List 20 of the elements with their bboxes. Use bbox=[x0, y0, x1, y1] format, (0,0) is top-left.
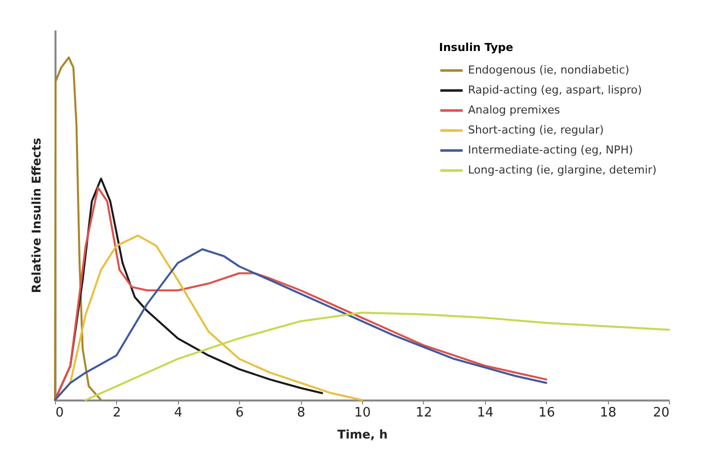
x-axis-title: Time, h bbox=[337, 428, 388, 442]
x-tick-label: 0 bbox=[56, 406, 64, 420]
x-tick-label: 20 bbox=[652, 406, 670, 420]
x-tick-label: 12 bbox=[416, 406, 432, 420]
legend-label: Long-acting (ie, glargine, detemir) bbox=[468, 164, 657, 176]
x-tick-label: 4 bbox=[174, 406, 182, 420]
x-tick-label: 8 bbox=[296, 406, 306, 420]
legend-label: Analog premixes bbox=[468, 104, 560, 116]
x-tick-label: 6 bbox=[236, 406, 244, 420]
y-axis-title: Relative Insulin Effects bbox=[30, 138, 44, 294]
x-tick-label: 16 bbox=[538, 406, 555, 420]
legend-label: Rapid-acting (eg, aspart, lispro) bbox=[468, 84, 642, 96]
legend-title: Insulin Type bbox=[439, 41, 514, 54]
legend-label: Endogenous (ie, nondiabetic) bbox=[468, 64, 630, 76]
x-tick-label: 2 bbox=[112, 406, 122, 420]
legend-label: Intermediate-acting (eg, NPH) bbox=[468, 144, 634, 156]
x-tick-label: 14 bbox=[477, 406, 494, 420]
legend-label: Short-acting (ie, regular) bbox=[468, 124, 604, 136]
x-tick-label: 18 bbox=[600, 406, 616, 420]
x-tick-label: 10 bbox=[354, 406, 371, 420]
